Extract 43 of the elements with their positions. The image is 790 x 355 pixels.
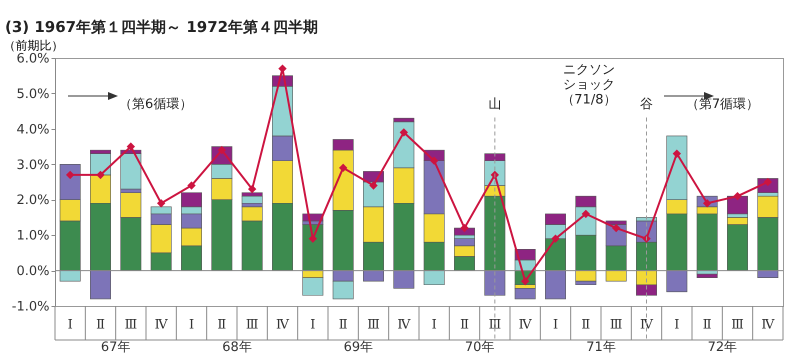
y-tick-label: 5.0%	[16, 86, 50, 102]
x-tick-label: Ⅲ	[731, 318, 744, 332]
y-axis-title: （前期比）	[4, 38, 64, 52]
x-tick-label: Ⅰ	[552, 318, 558, 332]
x-tick-label: Ⅲ	[367, 318, 380, 332]
annotation: （第7循環）	[686, 97, 760, 112]
annotation: （第6循環）	[119, 97, 192, 112]
x-tick-label: Ⅰ	[432, 318, 437, 332]
x-tick-label: Ⅳ	[761, 318, 776, 332]
y-tick-label: 6.0%	[16, 52, 50, 66]
y-tick-label: 1.0%	[16, 228, 50, 244]
x-tick-label: Ⅳ	[397, 318, 412, 332]
x-tick-label: Ⅱ	[581, 318, 590, 332]
x-tick-label: Ⅱ	[702, 318, 712, 332]
text: 67年	[100, 340, 130, 355]
text: 68年	[222, 340, 252, 355]
x-tick-label: Ⅱ	[96, 318, 106, 332]
y-tick-label: 0.0%	[16, 264, 50, 280]
text: 71年	[586, 340, 616, 355]
annotation: 山	[488, 97, 502, 112]
x-tick-label: Ⅲ	[610, 318, 622, 332]
x-tick-label: Ⅰ	[68, 318, 73, 332]
y-tick-label: 3.0%	[16, 158, 50, 173]
x-tick-label: Ⅱ	[217, 318, 226, 332]
x-tick-label: Ⅰ	[674, 318, 680, 332]
annotation: 谷	[640, 97, 653, 112]
y-tick-label: 4.0%	[16, 122, 50, 138]
x-tick-label: Ⅳ	[154, 318, 169, 332]
x-tick-label: Ⅳ	[518, 318, 533, 332]
x-tick-label: Ⅳ	[276, 318, 290, 332]
text: 70年	[464, 340, 494, 355]
y-tick-label: -1.0%	[12, 300, 50, 314]
text: 69年	[344, 340, 374, 355]
text: 72年	[708, 340, 738, 355]
annotation: ニクソンショック（71/8）	[561, 62, 616, 108]
x-tick-label: Ⅲ	[124, 318, 138, 332]
x-tick-label: Ⅰ	[188, 318, 194, 332]
x-tick-label: Ⅱ	[460, 318, 470, 332]
x-tick-label: Ⅰ	[310, 318, 316, 332]
chart-title: (3) 1967年第１四半期～ 1972年第４四半期	[5, 18, 318, 36]
y-tick-label: 2.0%	[16, 193, 50, 208]
x-tick-label: Ⅲ	[246, 318, 258, 332]
x-tick-label: Ⅱ	[338, 318, 348, 332]
